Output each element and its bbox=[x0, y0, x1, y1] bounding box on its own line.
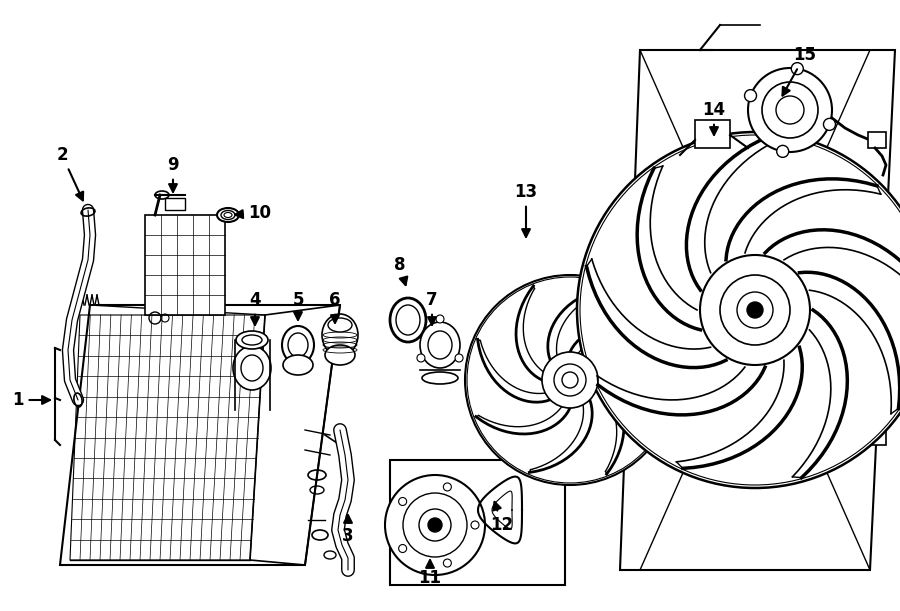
Text: 4: 4 bbox=[249, 291, 261, 325]
Ellipse shape bbox=[390, 298, 426, 342]
Circle shape bbox=[385, 475, 485, 575]
Circle shape bbox=[436, 315, 444, 323]
Text: 12: 12 bbox=[491, 502, 514, 534]
Bar bbox=[390, 460, 565, 585]
Text: 10: 10 bbox=[235, 204, 272, 222]
Circle shape bbox=[455, 354, 464, 362]
Circle shape bbox=[562, 372, 578, 388]
Ellipse shape bbox=[322, 314, 358, 356]
Text: 2: 2 bbox=[56, 146, 83, 200]
Circle shape bbox=[399, 544, 407, 552]
Text: 15: 15 bbox=[782, 46, 816, 95]
Text: 14: 14 bbox=[702, 101, 725, 135]
Circle shape bbox=[465, 275, 675, 485]
Ellipse shape bbox=[217, 208, 239, 222]
Circle shape bbox=[399, 497, 407, 505]
Ellipse shape bbox=[282, 326, 314, 364]
Text: 6: 6 bbox=[329, 291, 341, 323]
Polygon shape bbox=[620, 50, 895, 570]
Ellipse shape bbox=[422, 372, 458, 384]
Bar bbox=[870, 200, 886, 225]
Ellipse shape bbox=[233, 346, 271, 390]
Text: 5: 5 bbox=[292, 291, 304, 320]
Ellipse shape bbox=[420, 322, 460, 368]
Circle shape bbox=[748, 68, 832, 152]
Text: 1: 1 bbox=[13, 391, 50, 409]
Text: 13: 13 bbox=[515, 183, 537, 237]
Bar bbox=[695, 120, 730, 148]
Ellipse shape bbox=[328, 318, 352, 332]
Text: 8: 8 bbox=[394, 256, 408, 285]
Circle shape bbox=[700, 255, 810, 365]
Circle shape bbox=[747, 302, 763, 318]
Text: 7: 7 bbox=[427, 291, 437, 325]
Ellipse shape bbox=[325, 345, 355, 365]
Text: 9: 9 bbox=[167, 156, 179, 192]
Ellipse shape bbox=[396, 305, 420, 335]
Bar bbox=[868, 132, 886, 148]
Circle shape bbox=[791, 63, 804, 75]
Ellipse shape bbox=[236, 331, 268, 349]
Circle shape bbox=[577, 132, 900, 488]
Circle shape bbox=[777, 145, 788, 158]
Bar bbox=[145, 215, 225, 315]
Circle shape bbox=[824, 119, 835, 130]
Circle shape bbox=[444, 483, 452, 491]
Circle shape bbox=[428, 518, 442, 532]
Circle shape bbox=[471, 521, 479, 529]
Circle shape bbox=[417, 354, 425, 362]
Circle shape bbox=[444, 559, 452, 567]
Text: 3: 3 bbox=[342, 515, 354, 545]
Circle shape bbox=[542, 352, 598, 408]
Text: 11: 11 bbox=[418, 560, 442, 587]
Ellipse shape bbox=[283, 355, 313, 375]
Circle shape bbox=[744, 90, 757, 101]
Ellipse shape bbox=[288, 333, 308, 357]
Bar bbox=[870, 420, 886, 445]
Bar bbox=[165, 198, 185, 210]
